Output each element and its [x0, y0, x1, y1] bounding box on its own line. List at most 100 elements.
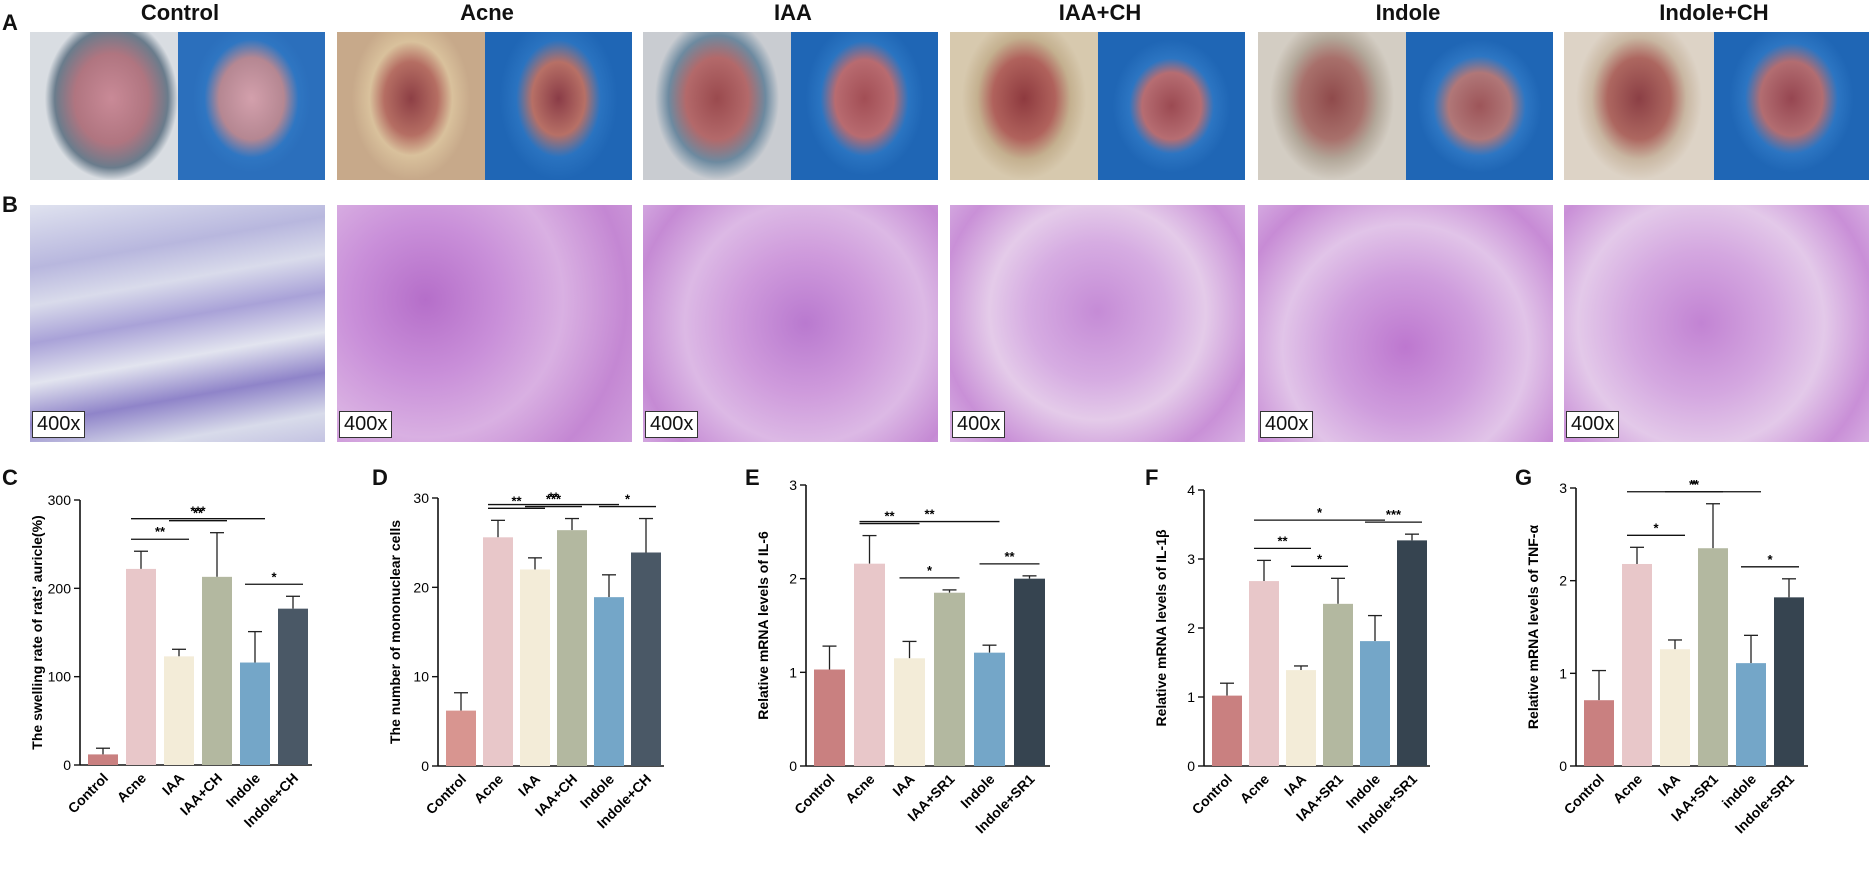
- bar: [126, 568, 156, 765]
- group-title-indole: Indole: [1375, 0, 1441, 25]
- bar: [1660, 649, 1690, 766]
- significance-label: *: [927, 563, 933, 578]
- group-title-iaa-ch: IAA+CH: [1058, 0, 1142, 25]
- bar: [278, 608, 308, 765]
- panel-letter-a: A: [2, 10, 18, 35]
- bar: [1249, 581, 1279, 766]
- y-tick-label: 3: [789, 477, 797, 493]
- significance-label: **: [1004, 549, 1015, 564]
- bar: [974, 652, 1005, 766]
- bar: [854, 563, 885, 766]
- significance-label: **: [155, 524, 166, 539]
- y-tick-label: 1: [1559, 665, 1567, 681]
- histology-iaa-ch: 400x: [950, 205, 1245, 442]
- y-tick-label: 2: [1559, 573, 1567, 589]
- bar: [164, 656, 194, 765]
- bar: [1286, 670, 1316, 766]
- panel-letter-d: D: [372, 465, 388, 490]
- bar: [240, 662, 270, 765]
- x-tick-label: IAA: [889, 771, 917, 799]
- significance-label: **: [1689, 477, 1700, 492]
- significance-label: **: [193, 506, 204, 521]
- bar: [1736, 663, 1766, 766]
- chart-il6-mrna: 0 1 2 3 Relative mRNA levels of IL-6 Control A…: [755, 477, 1050, 836]
- y-tick-label: 0: [1187, 758, 1195, 774]
- bar: [1360, 641, 1390, 766]
- y-axis-label: Relative mRNA levels of IL-1β: [1153, 529, 1169, 727]
- significance-label: *: [1653, 520, 1659, 535]
- significance-label: **: [548, 490, 559, 505]
- magnification-label: 400x: [952, 411, 1006, 438]
- x-tick-label: IAA: [1655, 771, 1683, 799]
- x-tick-label: Control: [1189, 771, 1236, 818]
- y-tick-label: 0: [63, 757, 71, 773]
- x-tick-label: Control: [1561, 771, 1608, 818]
- histology-indole: 400x: [1258, 205, 1553, 442]
- y-tick-label: 20: [413, 579, 429, 595]
- group-title-indole-ch: Indole+CH: [1659, 0, 1769, 25]
- significance-label: *: [1691, 477, 1697, 492]
- ear-photo-control: [30, 32, 325, 180]
- x-tick-label: Acne: [842, 771, 878, 807]
- x-tick-label: Acne: [1610, 771, 1646, 807]
- y-tick-label: 30: [413, 490, 429, 506]
- histology-iaa: 400x: [643, 205, 938, 442]
- bar: [483, 537, 513, 766]
- x-tick-label: IAA: [515, 771, 543, 799]
- bar: [202, 576, 232, 765]
- x-tick-label: IAA+CH: [177, 770, 225, 818]
- y-axis-label: Relative mRNA levels of TNF-α: [1525, 525, 1541, 730]
- y-axis-label: The number of mononuclear cells: [387, 520, 403, 744]
- significance-label: ***: [1386, 507, 1402, 522]
- y-tick-label: 3: [1559, 480, 1567, 496]
- significance-label: *: [1317, 505, 1323, 520]
- significance-label: ***: [546, 492, 562, 507]
- bar: [520, 569, 550, 766]
- y-tick-label: 1: [789, 664, 797, 680]
- x-tick-label: IAA: [159, 770, 187, 798]
- group-title-control: Control: [140, 0, 220, 25]
- magnification-label: 400x: [645, 411, 699, 438]
- y-tick-label: 1: [1187, 689, 1195, 705]
- histology-control: 400x: [30, 205, 325, 442]
- significance-label: **: [884, 509, 895, 524]
- bar: [1774, 597, 1804, 766]
- bar: [1622, 563, 1652, 766]
- bar: [557, 530, 587, 766]
- magnification-label: 400x: [339, 411, 393, 438]
- y-tick-label: 200: [48, 580, 72, 596]
- x-tick-label: Acne: [114, 770, 150, 806]
- group-title-iaa: IAA: [774, 0, 812, 25]
- significance-label: *: [1317, 551, 1323, 566]
- magnification-label: 400x: [1566, 411, 1620, 438]
- y-tick-label: 0: [1559, 758, 1567, 774]
- ear-photo-iaa: [643, 32, 938, 180]
- bar: [1014, 578, 1045, 766]
- significance-label: **: [511, 493, 522, 508]
- significance-label: *: [1767, 552, 1773, 567]
- significance-label: ***: [190, 504, 206, 519]
- bar: [88, 754, 118, 765]
- panel-letter-c: C: [2, 465, 18, 490]
- y-tick-label: 2: [789, 571, 797, 587]
- x-tick-label: Acne: [471, 771, 507, 807]
- ear-photo-acne: [337, 32, 632, 180]
- bar: [631, 552, 661, 766]
- bar: [1584, 700, 1614, 766]
- panel-letter-g: G: [1515, 465, 1533, 490]
- bar: [1397, 540, 1427, 766]
- y-tick-label: 10: [413, 669, 429, 685]
- bar: [446, 710, 476, 766]
- y-axis-label: Relative mRNA levels of IL-6: [755, 531, 771, 720]
- bar: [894, 658, 925, 766]
- y-tick-label: 3: [1187, 551, 1195, 567]
- significance-label: *: [271, 569, 277, 584]
- chart-mononuclear-cells: 0 10 20 30 The number of mononuclear cells Co…: [387, 490, 664, 831]
- ear-photo-indole-ch: [1564, 32, 1869, 180]
- x-tick-label: Control: [791, 771, 838, 818]
- y-tick-label: 2: [1187, 620, 1195, 636]
- x-tick-label: IAA: [1281, 771, 1309, 799]
- ear-photo-iaa-ch: [950, 32, 1245, 180]
- x-tick-label: Control: [65, 770, 112, 817]
